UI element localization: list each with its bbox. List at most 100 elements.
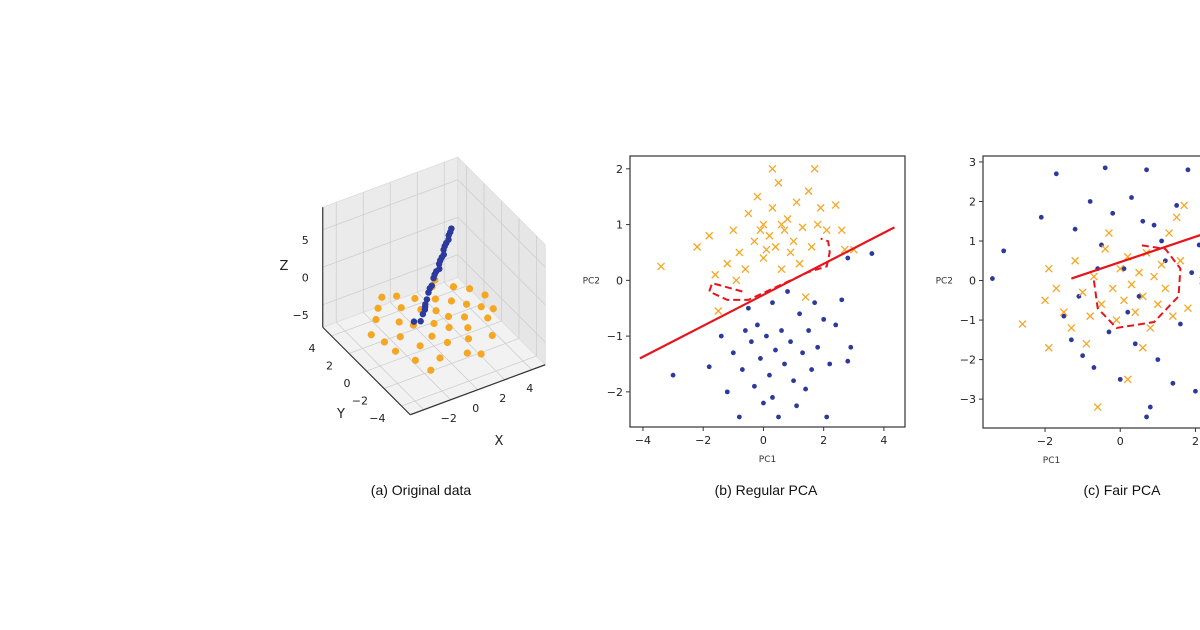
x-marker xyxy=(1176,256,1185,265)
dot-marker xyxy=(724,389,730,395)
dot-marker xyxy=(460,313,469,321)
x-marker xyxy=(711,270,720,279)
x-marker xyxy=(657,262,665,271)
x-marker xyxy=(1123,375,1132,384)
dashed-boundary-curve xyxy=(707,237,831,301)
dot-marker xyxy=(745,305,751,311)
dot-marker xyxy=(1038,214,1044,220)
x-marker xyxy=(789,237,798,246)
grid-line xyxy=(322,216,458,268)
series-group-x-markers xyxy=(657,164,858,315)
x-axis-label: X xyxy=(495,434,504,449)
dot-marker xyxy=(809,367,815,372)
grid-line xyxy=(443,281,533,371)
x-marker xyxy=(837,226,846,235)
x-marker xyxy=(759,220,768,229)
dot-marker xyxy=(436,354,444,362)
grid-line xyxy=(457,254,546,343)
dot-marker xyxy=(821,316,827,322)
plot-area xyxy=(990,165,1200,420)
caption-b: (b) Regular PCA xyxy=(715,482,818,498)
y-tick-label: 0 xyxy=(344,377,351,390)
dot-marker xyxy=(463,349,471,357)
plot-area xyxy=(639,164,895,420)
dashed-boundary-curve xyxy=(1092,243,1182,330)
y-tick-label: 1 xyxy=(616,219,623,232)
dot-marker xyxy=(372,315,380,324)
dot-marker xyxy=(751,383,757,389)
z-tick-label: −5 xyxy=(293,309,309,322)
dot-marker xyxy=(1185,167,1191,173)
x-axis-line xyxy=(410,364,546,416)
series-group-dots xyxy=(410,225,455,325)
dot-marker xyxy=(417,318,424,325)
dot-marker xyxy=(794,403,799,409)
x-axis-label: PC1 xyxy=(759,455,776,465)
y-tick-label: 0 xyxy=(969,275,976,288)
dot-marker xyxy=(445,236,452,243)
x-marker xyxy=(1153,300,1162,309)
x-marker xyxy=(1138,292,1147,301)
dot-marker xyxy=(421,306,429,313)
x-marker xyxy=(1180,201,1189,210)
x-marker xyxy=(1101,244,1110,253)
dot-marker xyxy=(1136,293,1142,299)
dot-marker xyxy=(1072,226,1078,232)
dot-marker xyxy=(1196,242,1200,248)
x-marker xyxy=(723,259,732,268)
x-marker xyxy=(714,307,723,315)
y-tick-label: 1 xyxy=(969,235,976,248)
x-marker xyxy=(813,220,822,229)
grid-line xyxy=(322,254,458,306)
y-tick-label: −2 xyxy=(607,386,623,399)
x-marker xyxy=(1078,288,1087,297)
x-marker xyxy=(1157,260,1166,269)
dot-marker xyxy=(779,328,784,333)
dot-marker xyxy=(427,366,435,374)
x-marker xyxy=(801,293,810,302)
dot-marker xyxy=(489,305,497,313)
dot-marker xyxy=(367,331,375,339)
x-marker xyxy=(792,198,801,207)
dot-marker xyxy=(827,361,833,367)
dot-marker xyxy=(481,291,489,299)
dot-marker xyxy=(462,300,471,308)
dot-marker xyxy=(770,395,775,400)
dot-marker xyxy=(447,228,454,236)
x-marker xyxy=(771,242,780,251)
x-marker xyxy=(1168,312,1177,321)
y-tick-label: 2 xyxy=(326,360,333,373)
y-axis-line xyxy=(322,326,411,416)
grid-line xyxy=(416,291,506,381)
y-axis-label: Y xyxy=(336,407,345,422)
dot-marker xyxy=(815,344,821,350)
dot-marker xyxy=(845,358,851,364)
y-tick-label: −4 xyxy=(369,412,385,425)
x-marker xyxy=(759,254,768,263)
dot-marker xyxy=(758,356,763,361)
dot-marker xyxy=(1178,321,1183,327)
y-tick-label: 0 xyxy=(616,274,623,287)
series-group-dots xyxy=(670,251,875,420)
caption-c: (c) Fair PCA xyxy=(1084,482,1162,498)
axes-frame xyxy=(982,155,1200,429)
grid-line xyxy=(331,285,467,337)
x-marker xyxy=(744,209,753,218)
dot-marker xyxy=(1159,238,1164,244)
dot-marker xyxy=(443,338,452,347)
x-marker xyxy=(1150,272,1159,281)
x-tick-label: −2 xyxy=(695,434,711,447)
x-marker xyxy=(753,192,762,201)
dot-marker xyxy=(1140,218,1146,224)
x-marker xyxy=(741,265,750,274)
dot-marker xyxy=(477,350,485,358)
x-tick-label: 0 xyxy=(472,402,479,415)
x-marker xyxy=(1146,324,1155,332)
dot-marker xyxy=(441,242,448,250)
x-tick-label: 2 xyxy=(1192,435,1199,448)
dot-marker xyxy=(670,372,676,378)
x-marker xyxy=(1059,308,1068,317)
x-marker xyxy=(762,245,771,254)
